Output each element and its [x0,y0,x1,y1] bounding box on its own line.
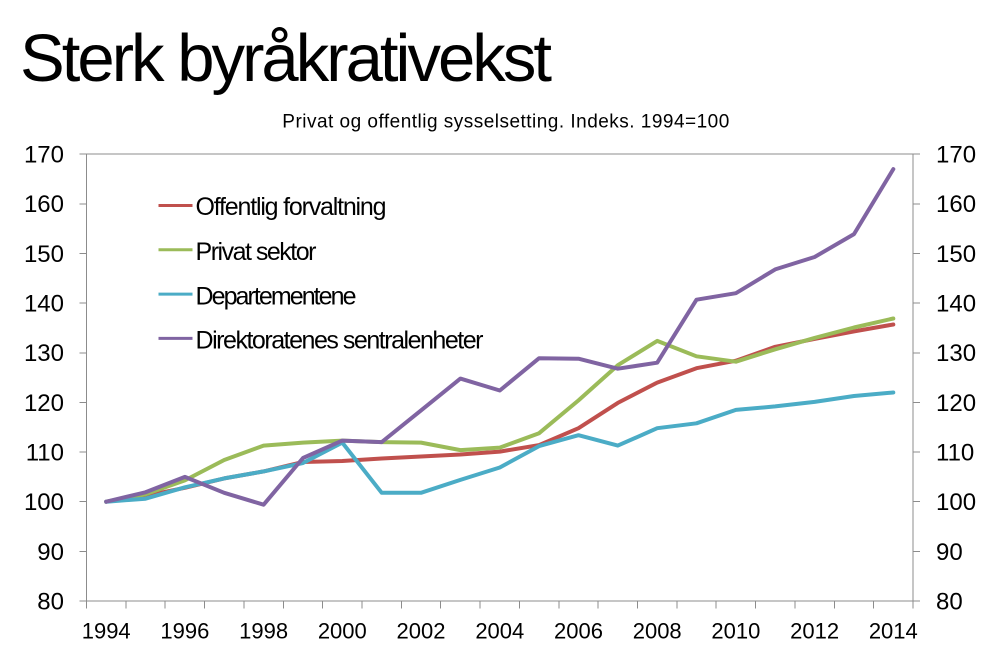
svg-text:160: 160 [936,191,976,218]
svg-text:140: 140 [24,291,64,318]
svg-text:170: 170 [936,142,976,169]
svg-text:100: 100 [24,489,64,516]
svg-text:2012: 2012 [790,619,839,644]
svg-text:90: 90 [37,539,64,566]
svg-text:2000: 2000 [318,619,367,644]
svg-text:Offentlig forvaltning: Offentlig forvaltning [196,193,387,221]
svg-text:130: 130 [24,340,64,367]
svg-text:Privat sektor: Privat sektor [196,238,317,266]
svg-text:Departementene: Departementene [196,283,357,311]
svg-text:1994: 1994 [82,619,131,644]
svg-text:100: 100 [936,489,976,516]
svg-text:160: 160 [24,191,64,218]
svg-text:80: 80 [936,588,963,615]
svg-text:150: 150 [24,241,64,268]
svg-text:110: 110 [936,440,974,467]
svg-text:120: 120 [24,390,64,417]
svg-text:140: 140 [936,291,976,318]
svg-text:2010: 2010 [711,619,760,644]
svg-text:2004: 2004 [475,619,524,644]
svg-text:Privat og offentlig sysselsett: Privat og offentlig sysselsetting. Indek… [282,111,729,132]
svg-text:1998: 1998 [239,619,288,644]
svg-text:2002: 2002 [397,619,446,644]
svg-text:90: 90 [936,539,963,566]
svg-text:2014: 2014 [869,619,918,644]
svg-text:110: 110 [26,440,64,467]
svg-text:80: 80 [37,588,64,615]
svg-text:Sterk byråkrativekst: Sterk byråkrativekst [20,21,552,96]
svg-text:150: 150 [936,241,976,268]
svg-text:170: 170 [24,142,64,169]
svg-text:130: 130 [936,340,976,367]
svg-text:2006: 2006 [554,619,603,644]
svg-text:2008: 2008 [633,619,682,644]
svg-text:1996: 1996 [160,619,209,644]
svg-text:Direktoratenes sentralenheter: Direktoratenes sentralenheter [196,327,484,355]
svg-text:120: 120 [936,390,976,417]
